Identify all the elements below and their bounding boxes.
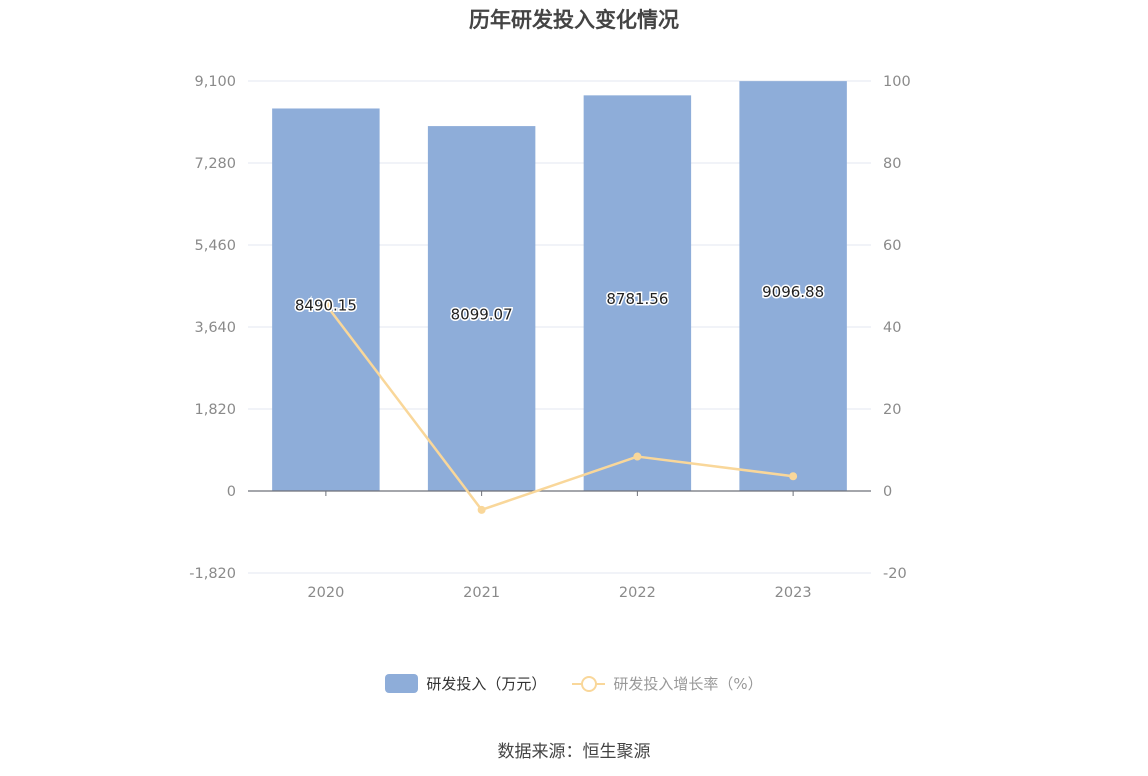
growth-rate-point-2020[interactable] [321,300,330,309]
growth-rate-point-2022[interactable] [633,452,642,461]
line-series [321,300,798,514]
left-y-tick-label: 9,100 [194,74,236,90]
bar-value-label-2020: 8490.15 [295,297,357,315]
left-y-axis: -1,820 0 1,820 3,640 5,460 7,280 9,100 [189,74,236,582]
right-y-tick-label: 100 [883,74,911,90]
bar-series [272,81,847,492]
left-y-tick-label: 0 [227,484,236,500]
right-y-tick-label: 0 [883,484,892,500]
legend-line-swatch [572,674,606,693]
bar-2023[interactable] [739,81,847,492]
left-y-tick-label: 5,460 [194,238,236,254]
left-y-tick-label: 1,820 [194,402,236,418]
left-y-tick-label: 7,280 [194,156,236,172]
x-tick-label-2020: 2020 [307,585,344,601]
right-y-tick-label: 80 [883,156,901,172]
legend-item-growth-rate[interactable]: 研发投入增长率（%） [572,673,763,694]
right-y-tick-label: 40 [883,320,901,336]
growth-rate-point-2021[interactable] [477,505,486,514]
right-y-tick-label: 20 [883,402,901,418]
bar-value-label-2022: 8781.56 [606,290,668,308]
source-note: 数据来源：恒生聚源 [497,742,651,762]
x-tick-label-2023: 2023 [775,585,812,601]
bar-value-label-2023: 9096.88 [762,283,824,301]
bar-2021[interactable] [427,126,536,491]
growth-rate-line [324,303,794,512]
right-y-tick-label: -20 [883,566,907,582]
legend: 研发投入（万元） 研发投入增长率（%） [0,673,1148,694]
left-y-tick-label: 3,640 [194,320,236,336]
legend-item-rd-investment[interactable]: 研发投入（万元） [385,673,546,694]
legend-bar-swatch [385,674,419,693]
x-axis: 2020 2021 2022 2023 [248,490,871,601]
bar-2020[interactable] [272,108,380,492]
chart-title: 历年研发投入变化情况 [469,8,679,32]
x-tick-label-2021: 2021 [463,585,500,601]
legend-label-growth-rate: 研发投入增长率（%） [613,675,763,693]
right-y-axis: -20 0 20 40 60 80 100 [883,74,911,582]
legend-label-rd-investment: 研发投入（万元） [426,675,547,693]
bar-2022[interactable] [583,95,692,492]
right-y-tick-label: 60 [883,238,901,254]
x-tick-label-2022: 2022 [619,585,656,601]
bar-value-labels: 8490.15 8099.07 8781.56 9096.88 [293,282,825,325]
bar-value-label-2021: 8099.07 [451,306,513,324]
growth-rate-point-2023[interactable] [789,472,798,481]
left-y-tick-label: -1,820 [189,566,236,582]
